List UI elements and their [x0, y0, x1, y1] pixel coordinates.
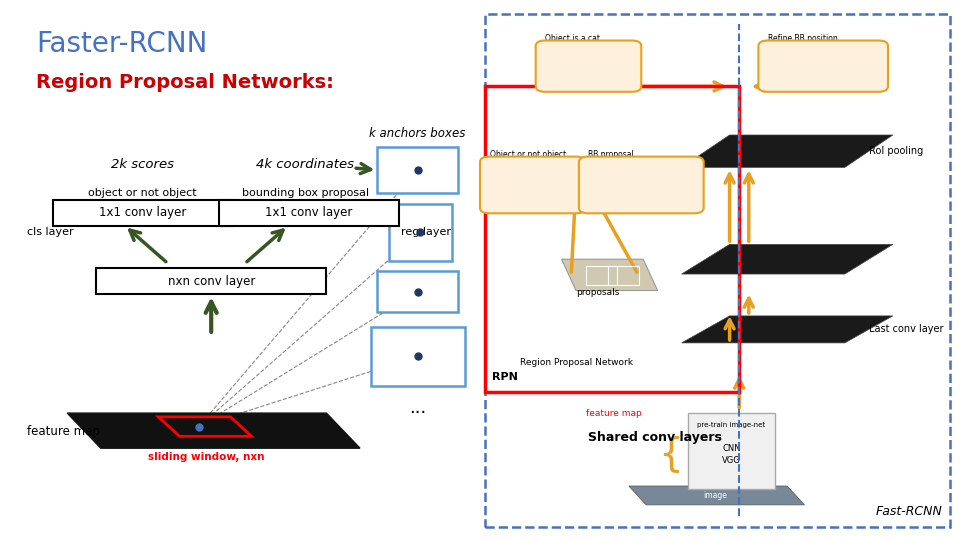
Polygon shape — [682, 244, 893, 274]
Text: ...: ... — [409, 399, 426, 417]
Text: Refine BB position: Refine BB position — [768, 34, 838, 43]
Text: Object is a cat: Object is a cat — [545, 34, 600, 43]
Text: Fast-RCNN: Fast-RCNN — [876, 505, 943, 518]
Text: RoI pooling: RoI pooling — [869, 146, 924, 156]
Text: nxn conv layer: nxn conv layer — [167, 275, 255, 288]
FancyBboxPatch shape — [758, 40, 888, 92]
Polygon shape — [629, 486, 804, 505]
Polygon shape — [562, 259, 658, 291]
Text: Faster-RCNN: Faster-RCNN — [36, 30, 208, 58]
FancyBboxPatch shape — [480, 157, 586, 213]
Text: Classification
loss: Classification loss — [498, 176, 567, 194]
Bar — [376, 271, 459, 312]
Text: k anchors boxes: k anchors boxes — [370, 127, 466, 140]
Bar — [390, 204, 451, 261]
FancyBboxPatch shape — [96, 268, 326, 294]
FancyBboxPatch shape — [219, 200, 399, 226]
Text: sliding window, nxn: sliding window, nxn — [148, 452, 265, 462]
Text: RPN: RPN — [492, 372, 518, 382]
Polygon shape — [67, 413, 360, 448]
Text: Region Proposal Network: Region Proposal Network — [519, 358, 633, 367]
Text: feature map: feature map — [586, 409, 641, 417]
Text: image: image — [704, 491, 727, 500]
FancyBboxPatch shape — [688, 413, 775, 489]
Text: 1x1 conv layer: 1x1 conv layer — [265, 206, 353, 219]
Bar — [586, 266, 617, 285]
FancyBboxPatch shape — [579, 157, 704, 213]
Bar — [371, 327, 465, 386]
FancyBboxPatch shape — [485, 14, 950, 526]
Text: BB proposal: BB proposal — [588, 150, 635, 159]
Bar — [376, 147, 459, 193]
Text: Bounding-box
regression loss: Bounding-box regression loss — [603, 176, 680, 194]
Text: {: { — [658, 435, 683, 472]
Text: Shared conv layers: Shared conv layers — [588, 431, 721, 444]
Text: Last conv layer: Last conv layer — [869, 325, 944, 334]
Text: Region Proposal Networks:: Region Proposal Networks: — [36, 73, 334, 92]
Polygon shape — [682, 135, 893, 167]
Text: VGG: VGG — [722, 456, 741, 465]
Polygon shape — [682, 316, 893, 343]
Text: object or not object: object or not object — [87, 188, 197, 198]
Text: Object or not object: Object or not object — [490, 150, 565, 159]
Text: CNN: CNN — [722, 444, 741, 453]
Text: 4k coordinates: 4k coordinates — [256, 158, 354, 171]
FancyBboxPatch shape — [53, 200, 233, 226]
Text: proposals: proposals — [576, 288, 619, 297]
Text: Bounding-box
regression loss: Bounding-box regression loss — [784, 57, 862, 76]
Text: feature map: feature map — [27, 426, 100, 438]
Text: cls layer: cls layer — [27, 227, 74, 237]
Text: Classification
loss: Classification loss — [554, 57, 623, 76]
Text: 2k scores: 2k scores — [110, 158, 174, 171]
Bar — [608, 266, 639, 285]
Text: pre-train image-net: pre-train image-net — [698, 422, 765, 428]
Text: bounding box proposal: bounding box proposal — [242, 188, 369, 198]
Text: reg layer: reg layer — [401, 227, 451, 237]
FancyBboxPatch shape — [536, 40, 641, 92]
Text: 1x1 conv layer: 1x1 conv layer — [99, 206, 187, 219]
